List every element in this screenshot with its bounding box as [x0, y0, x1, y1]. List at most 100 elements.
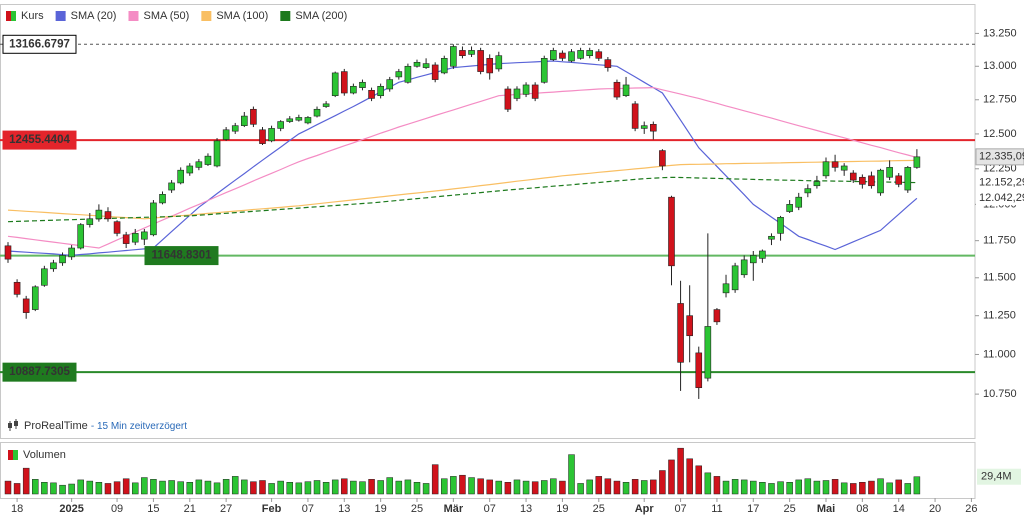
candle-body	[786, 204, 793, 212]
volume-bar	[359, 481, 366, 495]
volume-bar	[95, 482, 103, 495]
candle-body	[195, 161, 203, 168]
volume-bar	[568, 454, 575, 495]
volume-bar	[250, 481, 257, 495]
volume-bar	[286, 482, 294, 495]
close-label-box	[975, 148, 1024, 166]
candle-body	[668, 196, 675, 267]
volume-bar	[59, 484, 66, 495]
candle-body	[749, 255, 757, 264]
volume-bar	[195, 479, 203, 495]
candle-body	[777, 217, 784, 234]
volume-bar	[622, 482, 630, 495]
y-tick-label: 12.250	[983, 163, 1017, 175]
volume-bar	[550, 478, 557, 495]
volume-bar	[859, 482, 866, 495]
candle-body	[22, 298, 30, 313]
volume-bar	[559, 480, 566, 495]
volume-bar	[904, 483, 912, 495]
x-tick-label: 18	[11, 503, 23, 515]
candle-body	[259, 129, 266, 144]
volume-bar	[431, 464, 439, 495]
candle-body	[313, 108, 321, 117]
candle-body	[895, 175, 903, 185]
candle-body	[640, 125, 648, 129]
volume-bar	[331, 479, 339, 495]
volume-bar	[495, 480, 503, 495]
volume-bar	[131, 482, 139, 495]
x-tick-label: 07	[674, 503, 686, 515]
volume-bar	[241, 479, 248, 495]
candle-body	[122, 234, 130, 244]
x-tick-label: Feb	[262, 503, 282, 515]
legend-icon	[128, 11, 139, 21]
volume-bar	[450, 476, 457, 495]
volume-bar	[13, 483, 21, 495]
candle-body	[595, 51, 603, 59]
volume-bar	[222, 479, 230, 495]
volume-bar	[386, 477, 393, 495]
candle-body	[849, 172, 857, 181]
volume-bar	[522, 480, 530, 495]
candle-body	[204, 155, 212, 165]
level-label-box	[2, 130, 77, 150]
legend-icon	[11, 11, 16, 21]
level-label-box	[2, 34, 77, 54]
x-tick-label: 08	[856, 503, 868, 515]
candle-body	[50, 262, 57, 270]
volume-bar	[395, 480, 403, 495]
volume-bar	[822, 480, 830, 495]
sma-last-label: 12.042,29	[979, 192, 1024, 204]
candle-body	[613, 81, 621, 98]
x-tick-label: 26	[965, 503, 977, 515]
candle-body	[459, 50, 466, 56]
candle-body	[286, 118, 294, 122]
volume-bar	[295, 482, 303, 495]
volume-bar	[650, 479, 657, 495]
candle-body	[331, 72, 339, 97]
candle-body	[504, 88, 512, 110]
x-tick-label: 11	[711, 503, 722, 515]
candle-body	[422, 63, 430, 68]
candle-body	[740, 259, 748, 276]
x-tick-label: Mär	[444, 503, 464, 515]
x-tick-label: 17	[747, 503, 759, 515]
volume-bar	[377, 480, 384, 495]
candle-body	[59, 255, 66, 264]
candle-body	[368, 90, 375, 99]
candle-body	[795, 196, 803, 208]
candle-body	[86, 218, 94, 225]
x-tick-label: 14	[893, 503, 905, 515]
icon	[13, 450, 18, 460]
candle-body	[77, 224, 85, 249]
volume-bar	[4, 480, 12, 495]
candle-body	[377, 85, 384, 97]
volume-bar	[259, 480, 266, 495]
level-label: 13166.6797	[9, 38, 70, 50]
volume-bar	[713, 476, 721, 495]
candle-body	[359, 81, 366, 88]
volume-bar	[777, 481, 784, 495]
volume-bar	[540, 480, 548, 495]
sma-line	[7, 60, 918, 257]
candle-body	[386, 79, 394, 90]
volume-bar	[695, 465, 703, 495]
sma-label-box	[976, 191, 1024, 206]
candle-body	[104, 211, 112, 220]
volume-bar	[304, 481, 312, 495]
close-last-label: 12.335,09	[979, 151, 1024, 163]
candle-body	[213, 140, 221, 167]
y-tick-label: 11.000	[983, 348, 1016, 360]
volume-bar	[477, 478, 484, 495]
volume-bar	[231, 476, 239, 495]
y-tick-label: 13.000	[983, 60, 1017, 72]
volume-bar	[586, 479, 593, 495]
candle-body	[604, 59, 612, 68]
x-tick-label: 20	[929, 503, 941, 515]
y-tick-label: 13.250	[983, 27, 1017, 39]
volume-label-box	[977, 468, 1021, 485]
y-tick-label: 10.750	[983, 388, 1017, 400]
legend-label: Kurs	[21, 10, 44, 22]
legend-label: SMA (100)	[216, 10, 268, 22]
